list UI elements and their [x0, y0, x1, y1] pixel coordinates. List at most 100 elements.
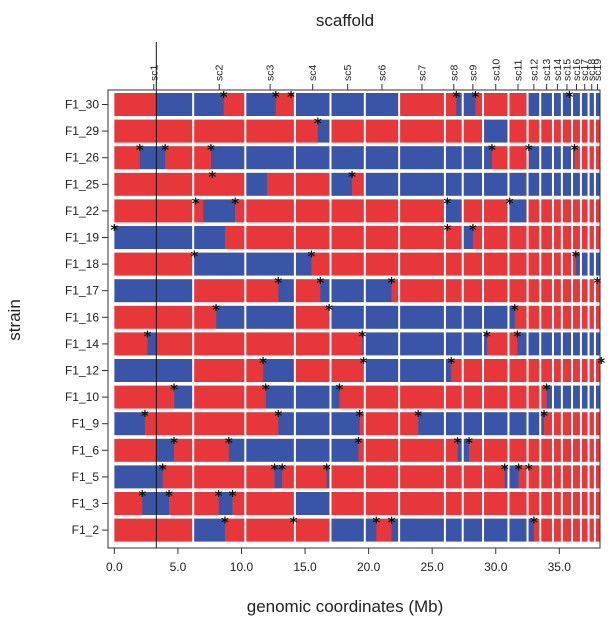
genotype-cell: [330, 305, 366, 329]
y-tick-label: F1_29: [65, 124, 99, 138]
genotype-cell: [114, 146, 141, 170]
genotype-cell: [330, 359, 364, 382]
genotype-cell: [472, 226, 484, 249]
genotype-cell: [483, 465, 505, 489]
crossover-mark: *: [594, 274, 602, 292]
genotype-cell: [330, 93, 366, 116]
genotype-cell: [517, 332, 528, 356]
scaffold-label: sc18: [586, 59, 598, 81]
crossover-mark: *: [452, 88, 460, 106]
crossover-mark: *: [170, 434, 178, 452]
genotype-cell: [483, 93, 509, 116]
genotype-cell: [483, 199, 509, 223]
genotype-cell: [265, 385, 296, 409]
crossover-mark: *: [360, 354, 368, 372]
crossover-mark: *: [469, 221, 477, 239]
genotype-cell: [245, 332, 296, 356]
genotype-cell: [114, 359, 157, 382]
genotype-cell: [294, 412, 331, 436]
genotype-cell: [193, 93, 224, 116]
scaffold-separators: [192, 90, 596, 548]
crossover-mark: *: [506, 194, 514, 212]
genotype-cell: [294, 518, 331, 542]
genotype-cell: [330, 332, 363, 356]
genotype-cell: [330, 518, 366, 542]
genotype-cell: [330, 119, 366, 143]
genotype-cell: [330, 438, 359, 462]
genotype-cell: [483, 332, 488, 356]
crossover-mark: *: [143, 327, 151, 345]
genotype-cell: [156, 226, 194, 249]
genotype-cell: [364, 199, 400, 223]
x-tick-label: 30.0: [484, 560, 508, 574]
genotype-cell: [156, 305, 194, 329]
crossover-mark: *: [207, 141, 215, 159]
scaffold-label: sc2: [214, 65, 226, 82]
genotype-cell: [399, 146, 446, 170]
crossover-mark: *: [307, 248, 315, 266]
genotype-cell: [156, 359, 194, 382]
crossover-mark: *: [165, 487, 173, 505]
genotype-cell: [330, 226, 366, 249]
genotype-cell: [174, 438, 194, 462]
genotype-cell: [156, 119, 194, 143]
genotype-cell: [330, 252, 366, 276]
genotype-cell: [156, 172, 194, 196]
scaffold-label: sc17: [579, 59, 591, 81]
scaffold-label: sc12: [528, 59, 540, 81]
scaffold-label: sc7: [417, 65, 429, 82]
scaffold-label: sc6: [376, 65, 388, 82]
genotype-cell: [552, 119, 601, 143]
genotype-cell: [399, 305, 446, 329]
genotype-cell: [518, 465, 528, 489]
crossover-mark: *: [141, 407, 149, 425]
genotype-cell: [278, 412, 296, 436]
genotype-cell: [228, 438, 246, 462]
y-axis-title: strain: [5, 299, 24, 341]
genotype-cell: [399, 359, 446, 382]
genotype-cell: [245, 518, 296, 542]
genotype-cell: [399, 412, 419, 436]
genotype-cell: [399, 332, 446, 356]
genotype-cell: [552, 359, 601, 382]
y-tick-label: F1_2: [72, 523, 100, 537]
genotype-cell: [364, 226, 400, 249]
genotype-cell: [193, 119, 246, 143]
crossover-mark: *: [540, 407, 548, 425]
genotype-cell: [245, 385, 266, 409]
genotype-cell: [364, 412, 400, 436]
crossover-mark: *: [483, 327, 491, 345]
crossover-mark: *: [348, 168, 356, 186]
genotype-cell: [552, 199, 601, 223]
genotype-cell: [399, 93, 446, 116]
crossover-mark: *: [511, 301, 519, 319]
genotype-cell: [399, 279, 446, 303]
y-tick-label: F1_18: [65, 257, 99, 271]
genotype-cell: [156, 332, 194, 356]
genotype-cell: [144, 412, 157, 436]
genotype-cell: [193, 438, 230, 462]
genotype-cell: [508, 412, 545, 436]
genotype-cell: [114, 518, 157, 542]
crossover-mark: *: [271, 460, 279, 478]
genotype-cell: [483, 146, 493, 170]
crossover-mark: *: [525, 460, 533, 478]
genotype-cell: [462, 226, 474, 249]
genotype-cell: [294, 359, 331, 382]
crossover-mark: *: [287, 88, 295, 106]
genotype-cell: [483, 279, 509, 303]
genotype-cell: [444, 332, 484, 356]
scaffold-label: sc11: [513, 59, 525, 81]
genotype-cell: [399, 172, 446, 196]
genotype-cell: [444, 119, 484, 143]
genotype-cell: [399, 518, 446, 542]
y-tick-label: F1_5: [72, 470, 100, 484]
genotype-cell: [462, 199, 484, 223]
genotype-cell: [266, 172, 296, 196]
y-tick-label: F1_10: [65, 390, 99, 404]
y-tick-label: F1_30: [65, 98, 99, 112]
crossover-mark: *: [597, 354, 605, 372]
genotype-cell: [508, 199, 528, 223]
genotype-cell: [294, 172, 331, 196]
